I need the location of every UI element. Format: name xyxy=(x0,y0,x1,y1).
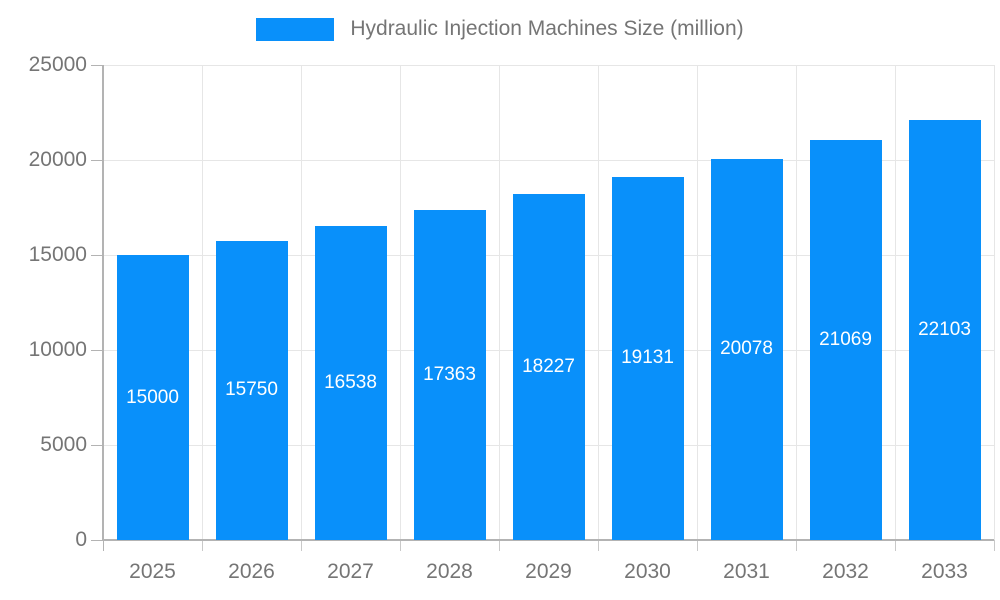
bar-value-label: 22103 xyxy=(918,319,971,341)
bar xyxy=(215,240,288,540)
bar-value-label: 19131 xyxy=(621,347,674,369)
y-tick-label: 10000 xyxy=(28,338,87,361)
bar xyxy=(413,210,486,540)
x-tick-label: 2030 xyxy=(624,560,671,583)
bar-value-label: 15750 xyxy=(225,379,278,401)
x-axis-line xyxy=(102,539,994,541)
y-axis-tick xyxy=(91,539,103,541)
bar-value-label: 16538 xyxy=(324,371,377,393)
x-axis-tick xyxy=(498,540,500,551)
gridline-x xyxy=(894,65,896,540)
x-axis-tick xyxy=(696,540,698,551)
x-axis-tick xyxy=(201,540,203,551)
gridline-x xyxy=(696,65,698,540)
x-tick-label: 2032 xyxy=(822,560,869,583)
x-tick-label: 2025 xyxy=(129,560,176,583)
gridline-x xyxy=(498,65,500,540)
y-axis-tick xyxy=(91,254,103,256)
y-tick-label: 15000 xyxy=(28,243,87,266)
x-tick-label: 2026 xyxy=(228,560,275,583)
x-axis-tick xyxy=(993,540,995,551)
x-axis-tick xyxy=(102,540,104,551)
gridline-x xyxy=(993,65,995,540)
legend-swatch xyxy=(256,17,335,41)
gridline-x xyxy=(597,65,599,540)
bar xyxy=(314,225,387,540)
y-axis-tick xyxy=(91,159,103,161)
chart-legend: Hydraulic Injection Machines Size (milli… xyxy=(0,17,1000,41)
plot-area: 0 5000 10000 15000 20000 25000 15000 2025 15750 2… xyxy=(29,53,995,583)
gridline-x xyxy=(201,65,203,540)
x-tick-label: 2027 xyxy=(327,560,374,583)
gridline-x xyxy=(300,65,302,540)
x-axis-tick xyxy=(399,540,401,551)
y-tick-label: 25000 xyxy=(28,53,87,76)
x-tick-label: 2033 xyxy=(921,560,968,583)
gridline-y xyxy=(103,65,994,66)
bar-value-label: 21069 xyxy=(819,328,872,350)
bar xyxy=(611,176,684,540)
x-axis-tick xyxy=(300,540,302,551)
gridline-x xyxy=(399,65,401,540)
x-tick-label: 2029 xyxy=(525,560,572,583)
bar xyxy=(512,193,585,540)
x-tick-label: 2031 xyxy=(723,560,770,583)
y-tick-label: 5000 xyxy=(40,433,87,456)
x-axis-tick xyxy=(795,540,797,551)
bar xyxy=(116,255,189,540)
bar-value-label: 17363 xyxy=(423,364,476,386)
gridline-y xyxy=(103,160,994,161)
y-tick-label: 0 xyxy=(75,528,87,551)
y-axis-tick xyxy=(91,349,103,351)
x-tick-label: 2028 xyxy=(426,560,473,583)
bar xyxy=(710,158,783,540)
bar xyxy=(809,139,882,540)
y-axis-tick xyxy=(91,64,103,66)
gridline-x xyxy=(795,65,797,540)
bar-value-label: 15000 xyxy=(126,386,179,408)
bar xyxy=(908,120,981,540)
bar-value-label: 18227 xyxy=(522,355,575,377)
y-axis-tick xyxy=(91,444,103,446)
x-axis-tick xyxy=(597,540,599,551)
bar-value-label: 20078 xyxy=(720,338,773,360)
legend-label: Hydraulic Injection Machines Size (milli… xyxy=(350,17,744,40)
y-tick-label: 20000 xyxy=(28,148,87,171)
y-axis-line xyxy=(102,65,104,540)
x-axis-tick xyxy=(894,540,896,551)
